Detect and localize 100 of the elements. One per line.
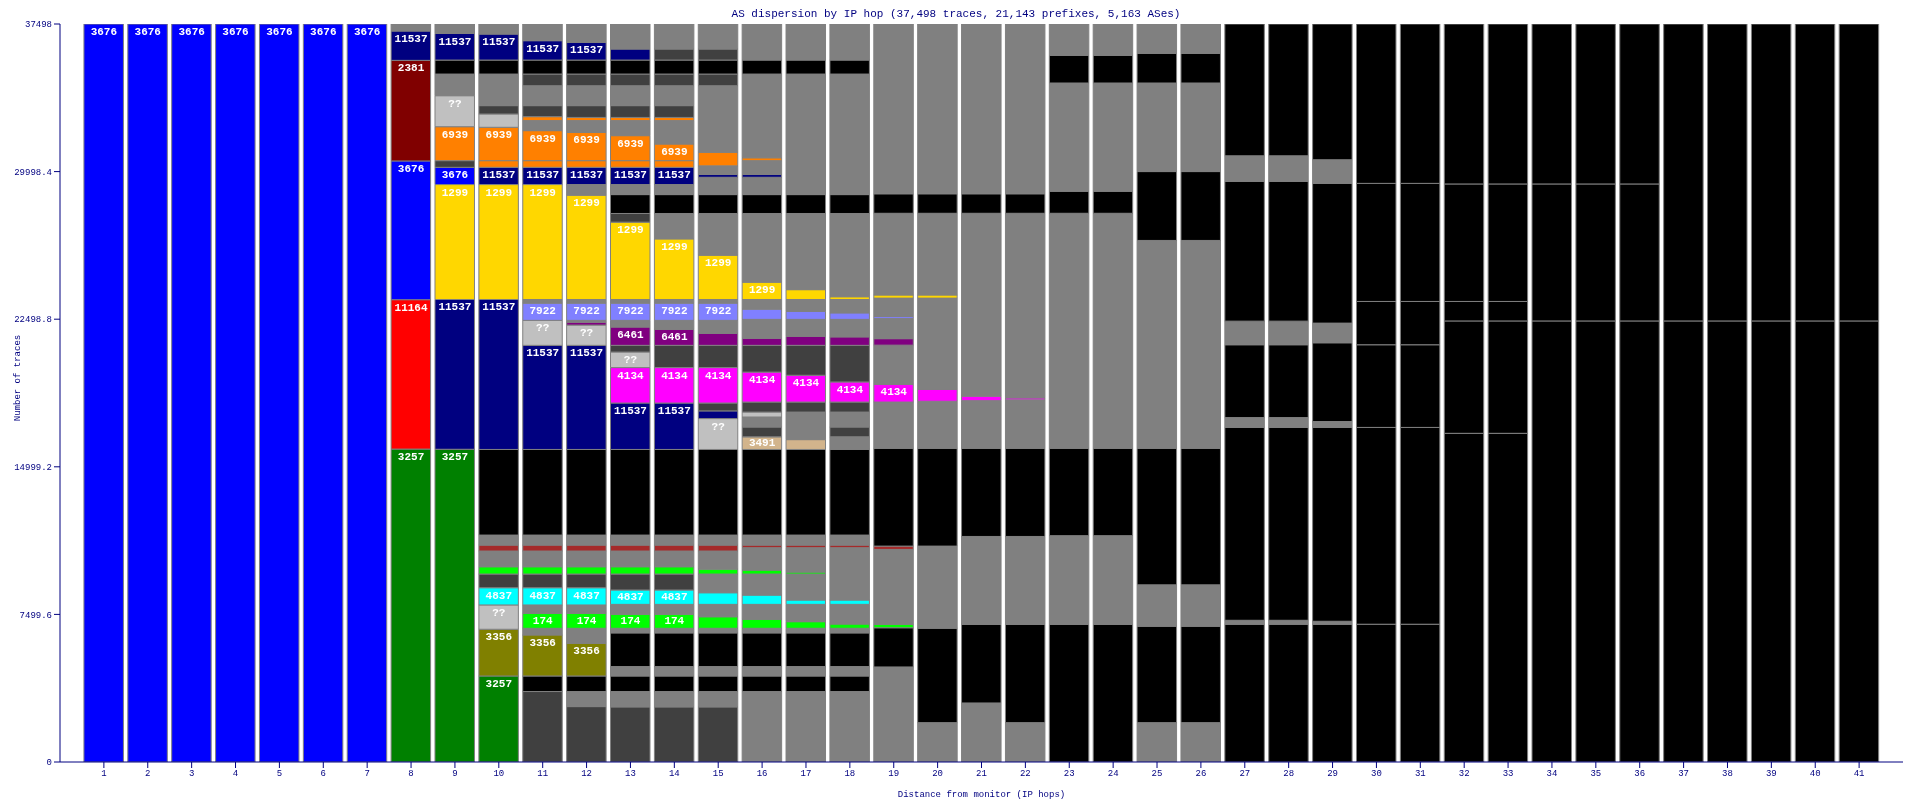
annotation: 3676 [310, 26, 337, 38]
x-tick-label: 26 [1195, 769, 1207, 780]
annotation: 7922 [617, 305, 644, 318]
annotation: 6939 [485, 129, 513, 142]
annotation: 6939 [441, 128, 469, 141]
annotation: 174 [576, 614, 597, 627]
x-tick-label: 18 [844, 769, 856, 780]
y-tick-label: 7499.6 [19, 610, 52, 621]
x-tick-label: 12 [581, 769, 592, 780]
x-tick-label: 35 [1590, 769, 1602, 780]
annotation: ?? [579, 327, 594, 340]
x-tick-label: 22 [1019, 769, 1031, 780]
y-tick-label: 22498.8 [14, 315, 52, 326]
annotation: 4134 [880, 386, 908, 399]
annotation: 11537 [482, 301, 516, 314]
annotation: 3676 [222, 26, 249, 38]
annotation: 3356 [485, 631, 513, 644]
annotation: 6939 [617, 137, 644, 150]
x-tick-label: 34 [1546, 769, 1558, 780]
annotation: 11537 [438, 35, 472, 48]
x-tick-label: 30 [1371, 769, 1382, 780]
x-tick-label: 7 [364, 769, 370, 780]
x-tick-label: 2 [145, 769, 151, 780]
x-tick-label: 15 [712, 769, 724, 780]
y-tick-label: 29998.4 [14, 167, 52, 178]
annotation: 3356 [573, 645, 600, 658]
annotation: ?? [536, 322, 550, 335]
annotation: ?? [448, 97, 462, 110]
annotation: ?? [711, 420, 725, 433]
annotation: 2381 [397, 62, 425, 75]
x-tick-label: 37 [1678, 769, 1689, 780]
annotation: 4837 [485, 589, 513, 602]
annotation: 11537 [482, 169, 516, 182]
annotation: 11537 [526, 42, 560, 55]
y-tick-label: 0 [46, 758, 52, 769]
annotation: 11164 [394, 301, 428, 314]
x-tick-label: 10 [493, 769, 505, 780]
annotation: 3676 [90, 26, 118, 38]
annotation: 4837 [529, 589, 556, 602]
x-tick-label: 19 [888, 769, 900, 780]
x-tick-label: 29 [1327, 769, 1338, 780]
annotation: 7922 [705, 305, 732, 318]
annotation: 3676 [266, 26, 293, 38]
annotation: 1299 [485, 186, 513, 199]
annotation: 7922 [573, 305, 600, 318]
annotation: 1299 [661, 240, 688, 253]
x-tick-label: 5 [276, 769, 283, 780]
x-tick-label: 21 [976, 769, 987, 780]
annotation: 11537 [570, 169, 604, 182]
annotation: 3676 [353, 26, 381, 38]
annotation: 11537 [394, 33, 428, 46]
annotation: 1299 [441, 186, 469, 199]
x-tick-label: 39 [1765, 769, 1777, 780]
annotation: 6461 [661, 331, 688, 344]
annotation: 4837 [573, 589, 600, 602]
annotation: 174 [532, 614, 553, 627]
x-tick-label: 24 [1107, 769, 1119, 780]
annotation: 3356 [529, 636, 556, 649]
x-tick-label: 27 [1239, 769, 1251, 780]
x-tick-label: 4 [232, 769, 239, 780]
y-axis-title: Number of traces [13, 334, 23, 422]
annotation: 3257 [397, 451, 425, 464]
annotation: 3491 [748, 437, 776, 450]
x-tick-label: 16 [756, 769, 768, 780]
annotation: 174 [620, 615, 641, 628]
x-tick-label: 8 [408, 769, 414, 780]
annotation: 11537 [613, 169, 647, 182]
x-tick-label: 9 [452, 769, 458, 780]
x-tick-label: 20 [932, 769, 944, 780]
chart-title: AS dispersion by IP hop (37,498 traces, 21,143 prefixes, 5,163 ASes) [730, 8, 1182, 20]
annotation: 6461 [617, 329, 645, 342]
annotation: 1299 [705, 257, 732, 270]
x-tick-label: 41 [1853, 769, 1865, 780]
x-tick-label: 31 [1414, 769, 1426, 780]
annotation: 11537 [613, 405, 647, 418]
annotation: 1299 [573, 197, 600, 210]
x-tick-label: 33 [1502, 769, 1514, 780]
annotation: 11537 [570, 44, 604, 57]
x-tick-label: 32 [1458, 769, 1470, 780]
x-tick-label: 3 [188, 769, 195, 780]
x-tick-label: 36 [1634, 769, 1646, 780]
annotation: ?? [492, 606, 506, 619]
x-tick-label: 13 [625, 769, 636, 780]
annotation: 4134 [661, 369, 688, 382]
annotation: 11537 [570, 347, 604, 360]
annotation: 6939 [661, 146, 688, 159]
x-axis-title: Distance from monitor (IP hops) [896, 790, 1067, 800]
x-tick-label: 28 [1283, 769, 1295, 780]
annotation: 11537 [438, 301, 472, 314]
x-tick-label: 40 [1809, 769, 1821, 780]
annotation: 3676 [397, 162, 425, 175]
x-tick-label: 23 [1063, 769, 1075, 780]
annotation: 3257 [485, 677, 513, 690]
x-tick-label: 25 [1151, 769, 1163, 780]
annotation: 11537 [526, 169, 560, 182]
x-tick-label: 6 [320, 769, 326, 780]
annotation: 3676 [134, 26, 161, 38]
annotation: 3676 [178, 26, 205, 38]
annotation: 4134 [705, 369, 732, 382]
annotation: 11537 [657, 405, 691, 418]
